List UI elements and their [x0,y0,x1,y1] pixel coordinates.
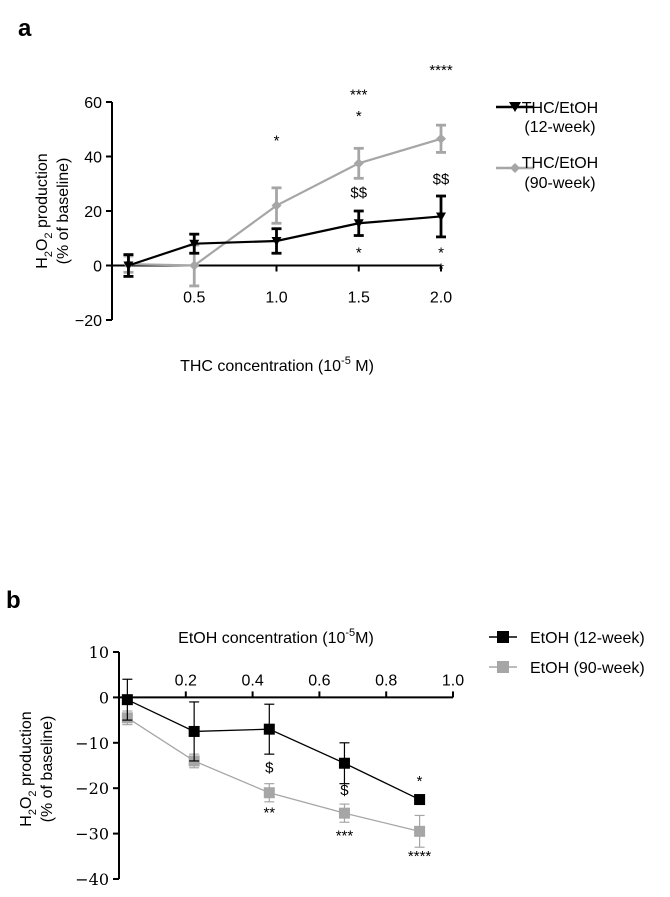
panel-a-letter: a [18,15,32,42]
legend-a-12week-line1: THC/EtOH [522,100,598,117]
data-point [121,694,133,706]
data-point [414,794,426,806]
series-0 [121,678,426,806]
significance-annotation: * [438,244,444,261]
data-point [436,133,446,144]
diamond-icon [510,163,520,173]
x-tick-label: 0.4 [241,672,263,689]
data-point [414,825,426,837]
y-tick-label: 0 [93,259,102,276]
chart-b-xlabel: EtOH concentration (10-5M) [178,627,374,647]
triangle-down-icon [509,102,521,112]
significance-annotation: **** [429,62,453,79]
series-0 [123,194,446,278]
series-line [128,215,442,267]
chart-a-legend: THC/EtOH (12-week) THC/EtOH (90-week) [496,100,598,192]
chart-b-annotations: $$********** [263,759,431,865]
legend-a-12week-line2: (12-week) [524,119,595,136]
x-tick-label: 1.0 [265,290,287,307]
chart-a-annotations: *********$$$$* ** [274,62,453,278]
y-tick-label: −20 [75,313,102,330]
x-tick-label: 1.0 [442,672,464,689]
chart-a-xlabel: THC concentration (10-5 M) [180,355,374,375]
chart-a-axes: −20 0 20 40 60 0.5 1.0 1.5 2.0 [75,95,452,330]
panel-b-letter: b [6,587,21,614]
data-point [189,239,200,249]
series-line [127,699,420,801]
significance-annotation: $$ [433,171,450,188]
data-point [271,236,282,246]
svg-text:(% of baseline): (% of baseline) [55,158,72,265]
data-point [188,725,200,737]
series-1 [123,123,446,288]
chart-b-axes: −40 −30 −20 −10 0 10 0.2 0.4 0.6 0.8 1.0 [75,643,464,889]
data-point [263,787,275,799]
significance-annotation: $ [340,782,349,799]
y-tick-label: −40 [75,870,109,889]
chart-a-ylabel: H2O2 production (% of baseline) [34,153,72,268]
x-tick-label: 0.6 [308,672,330,689]
square-icon [497,661,509,673]
data-point [271,200,282,211]
series-line [128,137,442,267]
y-tick-label: 10 [89,643,109,662]
chart-b-ylabel: H2O2 production (% of baseline) [18,711,56,826]
significance-annotation: *** [336,827,354,844]
x-tick-label: 0.8 [375,672,397,689]
data-point [189,260,200,271]
significance-annotation: **** [408,848,432,865]
data-point [123,261,134,271]
svg-text:(% of baseline): (% of baseline) [39,716,56,823]
data-point [338,807,350,819]
significance-annotation: * [438,261,444,278]
data-point [436,212,446,222]
significance-annotation: $ [265,759,274,776]
y-tick-label: 40 [84,150,102,167]
x-tick-label: 0.5 [183,290,205,307]
data-point [353,158,364,169]
chart-a-series [123,123,446,288]
y-tick-label: 20 [84,204,102,221]
y-tick-label: 0 [99,688,109,707]
data-point [338,757,350,769]
y-tick-label: −10 [75,734,109,753]
legend-a-90week-line2: (90-week) [524,175,595,192]
significance-annotation: * [274,133,280,150]
significance-annotation: * [417,773,423,790]
data-point [353,219,364,229]
significance-annotation: ** [263,805,275,822]
square-icon [497,631,509,643]
significance-annotation: $$ [350,184,367,201]
svg-text:H2O2 production: H2O2 production [34,153,55,268]
data-point [263,723,275,735]
significance-annotation: * [356,244,362,261]
chart-b-series [121,678,426,848]
y-tick-label: −30 [75,825,109,844]
legend-a-90week-line1: THC/EtOH [522,155,598,172]
x-tick-label: 1.5 [348,290,370,307]
legend-b-90week-label: EtOH (90-week) [530,660,645,677]
x-tick-label: 2.0 [430,290,452,307]
chart-b-legend: EtOH (12-week) EtOH (90-week) [489,630,645,677]
y-tick-label: 60 [84,95,102,112]
significance-annotation: * [356,108,362,125]
x-tick-label: 0.2 [175,672,197,689]
significance-annotation: *** [350,86,368,103]
svg-text:H2O2 production: H2O2 production [18,711,39,826]
y-tick-label: −20 [75,779,109,798]
legend-b-12week-label: EtOH (12-week) [530,630,645,647]
